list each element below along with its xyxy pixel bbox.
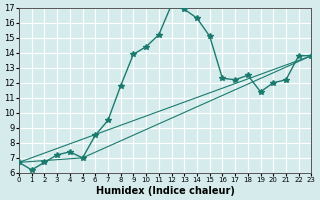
X-axis label: Humidex (Indice chaleur): Humidex (Indice chaleur) (96, 186, 235, 196)
